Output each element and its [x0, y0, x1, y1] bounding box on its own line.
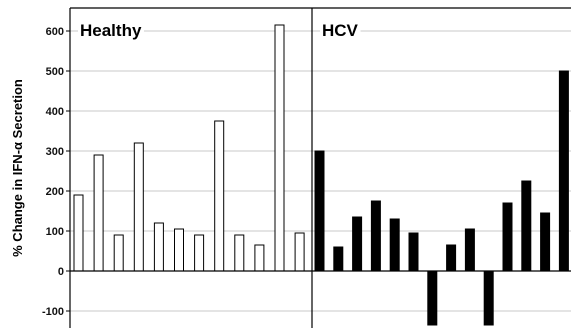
- bar-healthy: [294, 232, 305, 272]
- y-tick-label: -100: [42, 306, 64, 318]
- y-tick-label: 0: [58, 266, 64, 278]
- bar-healthy: [133, 142, 144, 272]
- bar-healthy: [113, 234, 124, 272]
- bar-hcv: [521, 180, 532, 272]
- bar-hcv: [540, 212, 551, 272]
- bar-hcv: [502, 202, 513, 272]
- bar-hcv: [427, 270, 438, 326]
- panel-label-background: [78, 21, 144, 40]
- y-axis-label: % Change in IFN-α Secretion: [10, 79, 25, 257]
- bar-healthy: [254, 244, 265, 272]
- bar-healthy: [73, 194, 84, 272]
- panel-label-hcv: HCV: [322, 21, 359, 40]
- bar-hcv: [558, 70, 569, 272]
- bar-healthy: [214, 120, 225, 272]
- bar-healthy: [274, 24, 285, 272]
- panel-label-healthy: Healthy: [80, 21, 142, 40]
- bar-healthy: [234, 234, 245, 272]
- bar-hcv: [408, 232, 419, 272]
- bar-healthy: [153, 222, 164, 272]
- bar-healthy: [194, 234, 205, 272]
- bar-hcv: [464, 228, 475, 272]
- y-tick-labels: -100 0 100 200 300 400 500 600: [42, 26, 70, 318]
- y-tick-label: 600: [46, 26, 64, 38]
- y-tick-label: 100: [46, 226, 64, 238]
- panel-label-background: [320, 21, 361, 40]
- y-tick-label: 400: [46, 106, 64, 118]
- bar-hcv: [389, 218, 400, 272]
- bar-hcv: [370, 200, 381, 272]
- panel-labels: Healthy HCV: [78, 21, 361, 40]
- bar-hcv: [483, 270, 494, 326]
- bar-healthy: [174, 228, 184, 272]
- bar-hcv: [333, 246, 344, 272]
- bar-healthy: [93, 154, 104, 272]
- y-tick-label: 200: [46, 186, 64, 198]
- bars: [73, 24, 569, 326]
- bar-hcv: [352, 216, 363, 272]
- y-tick-label: 500: [46, 66, 64, 78]
- y-tick-label: 300: [46, 146, 64, 158]
- bar-hcv: [446, 244, 457, 272]
- bar-hcv: [314, 150, 325, 272]
- axes: [69, 7, 571, 328]
